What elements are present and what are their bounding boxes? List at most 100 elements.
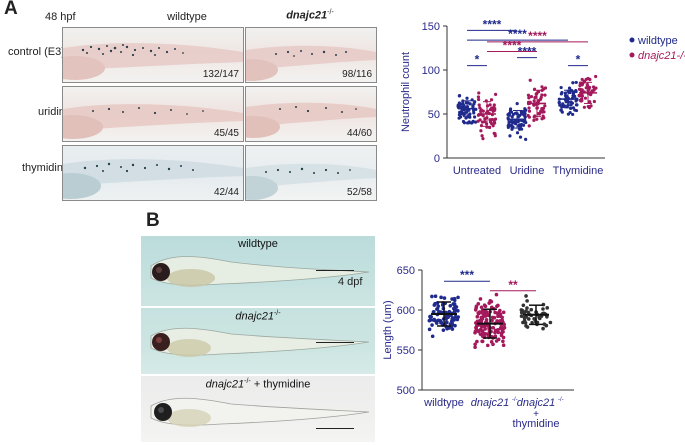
data-point [490,117,495,122]
data-point [477,97,481,102]
panel-a-letter: A [4,0,18,19]
data-point [519,111,523,115]
data-point [480,316,485,320]
x-tick-label-plus: + [533,409,539,420]
y-axis-label: Length (um) [382,300,394,359]
y-tick-label: 550 [397,345,415,357]
data-point [525,306,529,310]
data-point [529,94,534,99]
data-point [468,112,472,116]
data-point [557,100,561,105]
data-point [478,297,483,301]
data-point [574,103,579,107]
data-point [475,339,479,344]
data-point [485,343,490,348]
data-point [501,310,506,315]
chart-b-significance: ***** [444,268,536,292]
data-point [571,106,576,110]
data-point [574,80,578,85]
data-point [478,106,482,110]
x-tick-label: Thymidine [553,165,604,177]
count-thymidine-mutant: 52/58 [346,187,372,198]
data-point [523,115,527,119]
data-point [537,111,541,116]
data-point [545,306,550,310]
data-point [474,325,478,330]
data-point [491,325,496,330]
legend-label: wildtype [637,35,678,47]
data-point [492,315,497,320]
data-point [527,317,531,321]
data-point [462,103,466,108]
data-point [521,303,526,308]
data-point [473,115,477,119]
neutrophil-count-chart: 0 50 100 150 Neutrophil count Untreated Uridin… [400,17,685,177]
data-point [540,93,544,97]
data-point [498,308,502,313]
chart-a-significance: ********************** [467,17,588,67]
data-point [476,302,481,306]
chart-a-legend: wildtype dnajc21-/- [629,35,685,62]
data-point [590,89,594,93]
photo-label-mutant-thymidine: dnajc21-/- + thymidine [205,378,311,391]
data-point [571,92,576,96]
x-tick-label: dnajc21 [471,397,510,409]
data-point [445,315,450,320]
data-point [491,342,495,347]
data-point [494,292,499,297]
data-point [488,120,493,124]
panel-b-letter: B [146,210,160,231]
data-point [493,310,497,315]
data-point [532,316,536,321]
data-point [540,117,544,121]
chart-a-axes: 0 50 100 150 Neutrophil count Untreated Uridin… [400,21,605,177]
legend-marker [629,52,635,58]
data-point [478,118,482,122]
data-point [442,296,447,300]
data-point [568,110,572,115]
data-point [457,94,462,98]
data-point [450,297,454,301]
data-point [510,127,514,131]
fish-image-control-wildtype: 132/147 [62,27,244,83]
data-point [483,120,487,124]
data-point [541,106,546,110]
data-point [524,137,528,141]
data-point [465,96,469,100]
data-point [476,95,481,99]
data-point [519,310,524,315]
fish-image-thymidine-mutant: 52/58 [245,145,377,201]
data-point [519,308,524,312]
data-point [544,323,548,328]
data-point [506,124,510,128]
data-point [496,314,500,319]
data-point [517,114,522,118]
data-point [532,118,536,122]
data-point [481,137,485,141]
data-point [430,323,434,327]
data-point [524,120,528,125]
y-axis-label: Neutrophil count [400,52,412,132]
x-tick-label: thymidine [512,418,559,430]
chart-b-points [427,292,553,350]
data-point [447,309,452,314]
data-point [434,321,439,325]
data-point [515,131,520,135]
fish-larva-illustration [246,102,376,138]
data-point [529,307,534,312]
data-point [533,96,537,100]
data-point [583,96,588,100]
data-point [513,122,518,126]
data-point [480,339,484,344]
count-thymidine-wildtype: 42/44 [213,187,239,198]
significance-label: ** [508,278,518,292]
data-point [478,327,483,332]
data-point [492,119,496,124]
data-point [501,343,506,348]
data-point [489,98,494,102]
data-point [472,102,476,106]
data-point [487,301,491,305]
data-point [475,314,480,319]
data-point [501,329,505,334]
